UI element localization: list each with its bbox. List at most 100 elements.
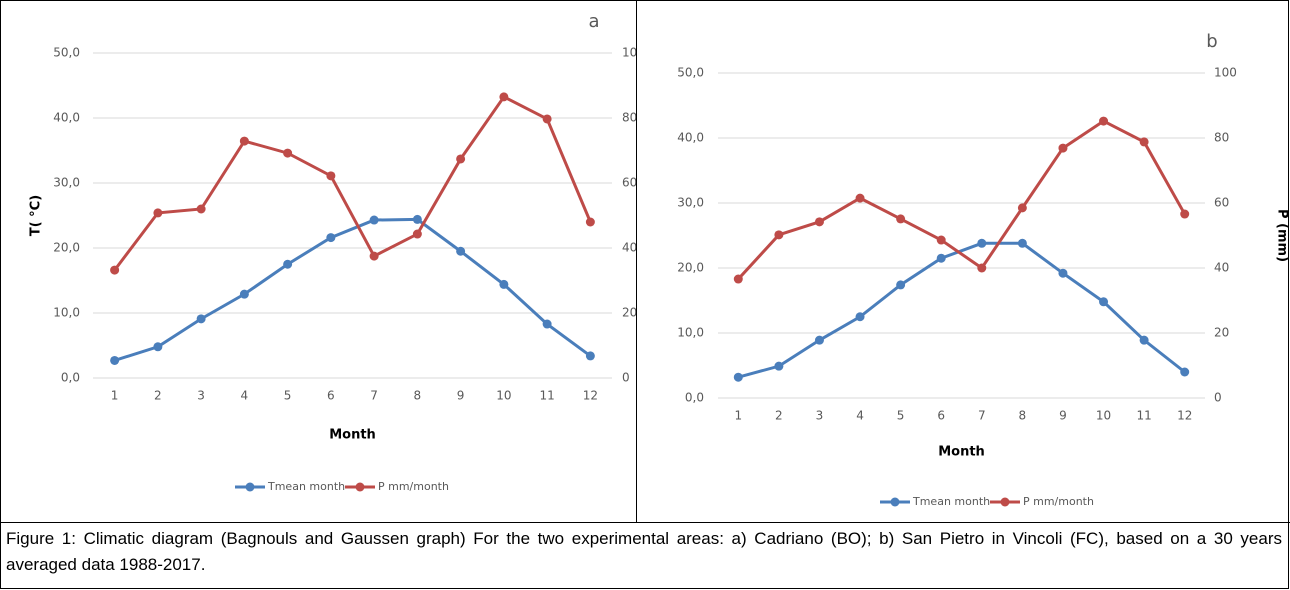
data-point <box>1017 238 1027 248</box>
data-point <box>369 215 379 225</box>
data-point <box>412 214 422 224</box>
y-tick-label: 10,0 <box>677 326 704 340</box>
data-point <box>1180 367 1190 377</box>
data-point <box>733 274 743 284</box>
x-tick-label: 1 <box>111 389 119 403</box>
x-axis-label: Month <box>329 428 376 443</box>
legend-marker <box>890 497 900 507</box>
y2-tick-label: 0 <box>622 371 630 385</box>
data-point <box>283 148 293 158</box>
data-point <box>456 246 466 256</box>
y-tick-label: 0,0 <box>61 371 80 385</box>
data-point <box>1099 116 1109 126</box>
y-tick-label: 20,0 <box>53 241 80 255</box>
data-point <box>542 114 552 124</box>
data-point <box>814 217 824 227</box>
data-point <box>412 229 422 239</box>
y2-tick-label: 60 <box>622 176 637 190</box>
x-tick-label: 9 <box>457 389 465 403</box>
x-tick-label: 2 <box>154 389 162 403</box>
y-tick-label: 20,0 <box>677 261 704 275</box>
y2-tick-label: 100 <box>1214 66 1237 80</box>
x-tick-label: 9 <box>1059 409 1067 423</box>
y-tick-label: 40,0 <box>53 111 80 125</box>
y2-tick-label: 80 <box>622 111 637 125</box>
series-line <box>113 94 592 272</box>
data-point <box>896 214 906 224</box>
x-tick-label: 12 <box>583 389 598 403</box>
y2-tick-label: 60 <box>1214 196 1229 210</box>
data-point <box>1017 203 1027 213</box>
data-point <box>110 355 120 365</box>
data-point <box>855 312 865 322</box>
data-point <box>499 279 509 289</box>
y2-tick-label: 100 <box>622 46 645 60</box>
data-point <box>239 289 249 299</box>
legend-marker <box>245 482 255 492</box>
x-tick-label: 1 <box>734 409 742 423</box>
data-point <box>855 193 865 203</box>
x-tick-label: 10 <box>496 389 511 403</box>
x-tick-label: 7 <box>370 389 378 403</box>
x-tick-label: 3 <box>816 409 824 423</box>
data-point <box>774 361 784 371</box>
y2-tick-label: 40 <box>622 241 637 255</box>
x-tick-label: 8 <box>414 389 422 403</box>
data-point <box>196 204 206 214</box>
data-point <box>936 253 946 263</box>
y-tick-label: 30,0 <box>677 196 704 210</box>
legend-label: P mm/month <box>1023 495 1094 508</box>
caption: Figure 1: Climatic diagram (Bagnouls and… <box>6 529 1282 574</box>
data-point <box>1180 209 1190 219</box>
data-point <box>369 251 379 261</box>
data-point <box>326 233 336 243</box>
y2-axis-label: P (mm) <box>1275 209 1290 262</box>
data-point <box>499 92 509 102</box>
y-tick-label: 10,0 <box>53 306 80 320</box>
legend-marker <box>355 482 365 492</box>
data-point <box>1058 268 1068 278</box>
data-point <box>936 235 946 245</box>
legend-marker <box>1000 497 1010 507</box>
data-point <box>977 263 987 273</box>
series-line <box>114 217 592 362</box>
x-tick-label: 11 <box>1136 409 1151 423</box>
data-point <box>153 208 163 218</box>
data-point <box>1058 143 1068 153</box>
x-tick-label: 5 <box>897 409 905 423</box>
data-point <box>153 342 163 352</box>
x-tick-label: 6 <box>937 409 945 423</box>
y2-tick-label: 80 <box>1214 131 1229 145</box>
data-point <box>1139 335 1149 345</box>
x-tick-label: 3 <box>197 389 205 403</box>
y-tick-label: 40,0 <box>677 131 704 145</box>
data-point <box>977 238 987 248</box>
x-tick-label: 11 <box>539 389 554 403</box>
y2-tick-label: 0 <box>1214 391 1222 405</box>
y-axis-label: T( °C) <box>29 195 44 236</box>
chart-title: b <box>1206 31 1217 52</box>
x-tick-label: 8 <box>1019 409 1027 423</box>
data-point <box>1099 297 1109 307</box>
y-tick-label: 50,0 <box>53 46 80 60</box>
data-point <box>283 259 293 269</box>
data-point <box>196 314 206 324</box>
y2-tick-label: 20 <box>1214 326 1229 340</box>
series-line <box>737 241 1186 379</box>
legend-label: Tmean month <box>267 480 345 493</box>
chart-title: a <box>588 11 599 32</box>
series-line <box>737 119 1187 281</box>
data-point <box>774 230 784 240</box>
data-point <box>326 171 336 181</box>
legend-label: Tmean month <box>912 495 990 508</box>
data-point <box>814 335 824 345</box>
data-point <box>456 154 466 164</box>
data-point <box>896 280 906 290</box>
x-tick-label: 4 <box>241 389 249 403</box>
x-tick-label: 12 <box>1177 409 1192 423</box>
y-tick-label: 30,0 <box>53 176 80 190</box>
data-point <box>239 136 249 146</box>
